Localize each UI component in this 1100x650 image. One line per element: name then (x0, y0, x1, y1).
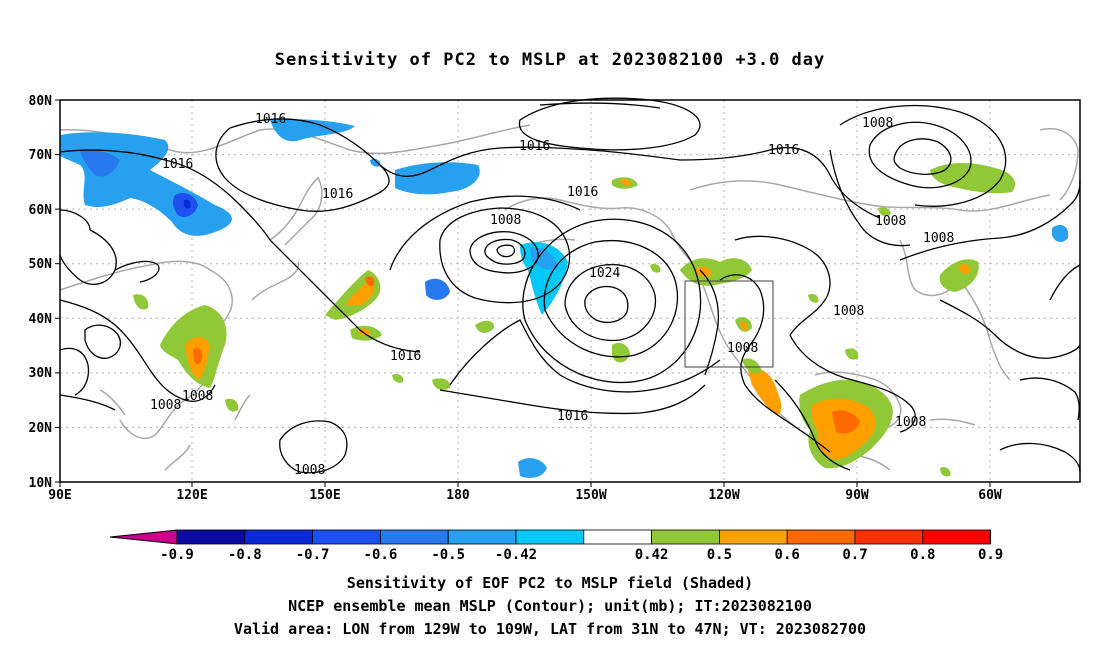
colorbar-swatch (854, 529, 924, 545)
lat-label: 80N (29, 94, 53, 109)
contour-label: 1008 (895, 415, 926, 430)
contour-label: 1016 (162, 157, 193, 172)
contour-label: 1008 (294, 463, 325, 478)
colorbar-swatch (651, 529, 720, 545)
lon-label: 150E (309, 488, 340, 503)
colorbar-label: 0.8 (910, 547, 935, 563)
caption-shading: Sensitivity of EOF PC2 to MSLP field (Sh… (346, 574, 754, 592)
contour-label: 1008 (182, 389, 213, 404)
colorbar-swatch (244, 529, 314, 545)
lat-label: 40N (29, 312, 53, 327)
colorbar-label: -0.6 (364, 547, 398, 563)
contour-label: 1008 (150, 398, 181, 413)
lat-label: 20N (29, 421, 53, 436)
colorbar-label: 0.42 (635, 547, 669, 563)
colorbar-swatch (786, 529, 856, 545)
colorbar-right-tip (989, 529, 992, 545)
caption-valid-area: Valid area: LON from 129W to 109W, LAT f… (233, 620, 867, 638)
colorbar-label: -0.8 (228, 547, 262, 563)
contour-label: 1008 (923, 231, 954, 246)
contour-label: 1016 (255, 112, 286, 127)
valid-area-box (684, 280, 774, 368)
contour-label: 1016 (567, 185, 598, 200)
mslp-contours (59, 97, 1081, 474)
lat-label: 10N (29, 476, 53, 491)
colorbar-label: 0.9 (978, 547, 1003, 563)
colorbar-swatch (379, 529, 449, 545)
lat-label: 50N (29, 257, 53, 272)
contour-label: 1016 (322, 187, 353, 202)
colorbar-label: -0.42 (495, 547, 537, 563)
colorbar-swatch (515, 529, 585, 545)
contour-label: 1016 (519, 139, 550, 154)
colorbar-swatch (312, 529, 381, 545)
colorbar-swatch (176, 529, 246, 545)
colorbar-swatch (583, 529, 652, 545)
lon-label: 180 (446, 488, 470, 503)
lat-label: 60N (29, 203, 53, 218)
contour-label: 1016 (557, 409, 588, 424)
colorbar-swatch (447, 529, 517, 545)
colorbar-label: -0.9 (160, 547, 194, 563)
lat-label: 30N (29, 366, 53, 381)
latitude-labels: 80N 70N 60N 50N 40N 30N 20N 10N (29, 94, 53, 491)
colorbar-label: -0.7 (296, 547, 330, 563)
caption-contour: NCEP ensemble mean MSLP (Contour); unit(… (288, 597, 812, 615)
colorbar-swatch (922, 529, 991, 545)
contour-labels: 1016 1016 1016 1016 1016 1016 1016 1016 … (150, 112, 954, 430)
contour-label: 1008 (862, 116, 893, 131)
colorbar-label: 0.6 (775, 547, 800, 563)
colorbar-label: 0.7 (842, 547, 867, 563)
colorbar-label: 0.5 (707, 547, 732, 563)
lon-label: 120W (708, 488, 739, 503)
lon-label: 60W (978, 488, 1002, 503)
lon-label: 90W (845, 488, 869, 503)
colorbar-swatch (719, 529, 788, 545)
colorbar: -0.9 -0.8 -0.7 -0.6 -0.5 -0.42 0.42 0.5 0.6 0.7 0.… (109, 529, 1003, 563)
contour-label: 1008 (833, 304, 864, 319)
lon-label: 150W (575, 488, 606, 503)
longitude-labels: 90E 120E 150E 180 150W 120W 90W 60W (48, 488, 1002, 503)
contour-label: 1008 (875, 214, 906, 229)
lon-label: 90E (48, 488, 71, 503)
lat-label: 70N (29, 148, 53, 163)
contour-label: 1008 (727, 341, 758, 356)
contour-label: 1016 (390, 349, 421, 364)
lon-label: 120E (176, 488, 207, 503)
map-title: Sensitivity of PC2 to MSLP at 2023082100… (274, 50, 826, 70)
contour-label: 1008 (490, 213, 521, 228)
map-area: 1016 1016 1016 1016 1016 1016 1016 1016 … (29, 94, 1081, 503)
colorbar-left-tip (109, 529, 178, 545)
colorbar-label: -0.5 (431, 547, 465, 563)
contour-label: 1024 (589, 266, 620, 281)
contour-label: 1016 (768, 143, 799, 158)
